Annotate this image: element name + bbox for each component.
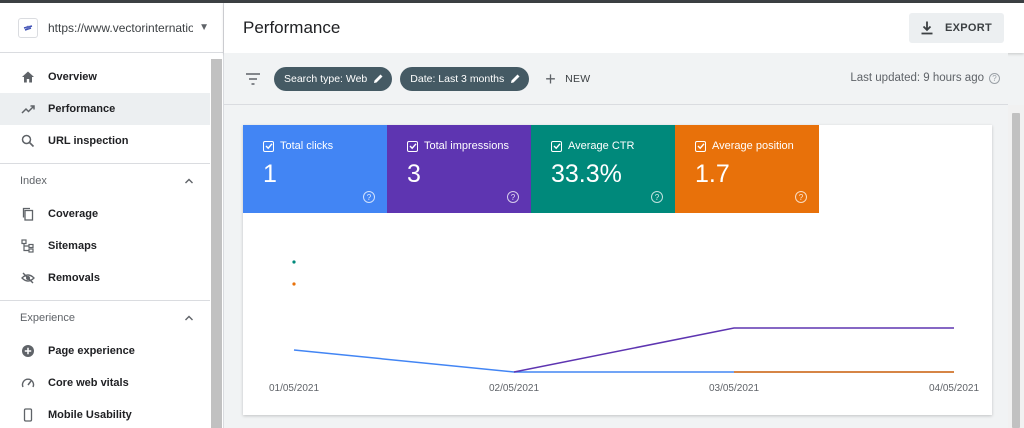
x-tick-label: 04/05/2021 — [929, 383, 979, 394]
checkbox-icon[interactable] — [551, 140, 562, 152]
export-label: EXPORT — [944, 22, 992, 34]
add-circle-icon — [20, 343, 36, 359]
search-icon — [20, 133, 36, 149]
x-tick-label: 03/05/2021 — [709, 383, 759, 394]
sidebar-scrollbar[interactable] — [211, 59, 222, 428]
date-chip[interactable]: Date: Last 3 months — [400, 66, 530, 91]
performance-card: Total clicks 1 ? Total impressions 3 ? A… — [243, 125, 992, 415]
help-icon[interactable]: ? — [989, 72, 1000, 84]
checkbox-icon[interactable] — [695, 140, 706, 152]
phone-icon — [20, 407, 36, 423]
sidebar-item-overview[interactable]: Overview — [0, 61, 210, 93]
page-title: Performance — [243, 18, 341, 37]
filter-icon[interactable] — [244, 70, 262, 88]
site-favicon-icon — [18, 17, 38, 38]
metric-label: Average position — [712, 140, 794, 152]
edit-icon[interactable] — [373, 73, 384, 84]
copy-icon — [20, 206, 36, 222]
page-header: Performance EXPORT — [224, 3, 1024, 53]
home-icon — [20, 69, 36, 85]
chip-label: Search type: Web — [284, 72, 368, 85]
sidebar-item-page-experience[interactable]: Page experience — [0, 335, 210, 367]
main-scrollbar[interactable] — [1008, 105, 1024, 428]
sidebar-item-removals[interactable]: Removals — [0, 262, 210, 294]
series-line — [293, 349, 954, 373]
divider — [0, 163, 210, 164]
metric-label: Total clicks — [280, 140, 334, 152]
sidebar-item-mobile-usability[interactable]: Mobile Usability — [0, 399, 210, 428]
section-experience-header[interactable]: Experience — [0, 301, 210, 335]
eye-off-icon — [20, 270, 36, 286]
sidebar-item-url-inspection[interactable]: URL inspection — [0, 125, 210, 157]
sidebar-item-sitemaps[interactable]: Sitemaps — [0, 230, 210, 262]
property-selector[interactable]: https://www.vectorinternatio... ▼ — [0, 3, 223, 53]
sidebar-item-label: Performance — [48, 103, 116, 115]
help-icon[interactable]: ? — [507, 191, 519, 203]
new-label: NEW — [565, 72, 591, 85]
sidebar-item-coverage[interactable]: Coverage — [0, 198, 210, 230]
checkbox-icon[interactable] — [263, 140, 274, 152]
metric-average-position[interactable]: Average position 1.7 ? — [675, 125, 819, 213]
edit-icon[interactable] — [510, 73, 521, 84]
performance-chart[interactable]: 01/05/2021 02/05/2021 03/05/2021 04/05/2021 — [243, 213, 992, 415]
sidebar-item-label: Core web vitals — [48, 377, 129, 389]
sidebar-item-label: URL inspection — [48, 135, 129, 147]
divider — [0, 300, 210, 301]
section-label: Index — [20, 175, 47, 187]
metric-value: 3 — [407, 160, 421, 188]
top-strip — [0, 0, 1024, 3]
metric-value: 1.7 — [695, 160, 730, 188]
metric-value: 33.3% — [551, 160, 622, 188]
main-scrollbar-thumb[interactable] — [1012, 113, 1020, 428]
search-type-chip[interactable]: Search type: Web — [274, 66, 393, 91]
sidebar-item-label: Sitemaps — [48, 240, 97, 252]
plus-icon: + — [545, 68, 557, 89]
metric-total-impressions[interactable]: Total impressions 3 ? — [387, 125, 531, 213]
trending-up-icon — [20, 101, 36, 117]
export-button[interactable]: EXPORT — [908, 13, 1004, 43]
sidebar-item-label: Overview — [48, 71, 97, 83]
sidebar-item-label: Mobile Usability — [48, 409, 132, 421]
sidebar-item-label: Page experience — [48, 345, 135, 357]
checkbox-icon[interactable] — [407, 140, 418, 152]
metric-tiles: Total clicks 1 ? Total impressions 3 ? A… — [243, 125, 992, 213]
metric-label: Average CTR — [568, 140, 635, 152]
help-icon[interactable]: ? — [651, 191, 663, 203]
section-index-header[interactable]: Index — [0, 164, 210, 198]
chevron-down-icon[interactable]: ▼ — [199, 22, 209, 33]
filter-bar: Search type: Web Date: Last 3 months + N… — [224, 53, 1008, 105]
series-line — [513, 327, 954, 373]
x-tick-label: 01/05/2021 — [269, 383, 319, 394]
metric-total-clicks[interactable]: Total clicks 1 ? — [243, 125, 387, 213]
chip-label: Date: Last 3 months — [410, 72, 505, 85]
help-icon[interactable]: ? — [795, 191, 807, 203]
x-tick-label: 02/05/2021 — [489, 383, 539, 394]
metric-label: Total impressions — [424, 140, 509, 152]
metric-value: 1 — [263, 160, 277, 188]
series-point — [292, 282, 296, 286]
sidebar-item-label: Coverage — [48, 208, 99, 220]
property-url: https://www.vectorinternatio... — [48, 20, 194, 35]
speed-icon — [20, 375, 36, 391]
metric-average-ctr[interactable]: Average CTR 33.3% ? — [531, 125, 675, 213]
sidebar-item-core-web-vitals[interactable]: Core web vitals — [0, 367, 210, 399]
sidebar-item-performance[interactable]: Performance — [0, 93, 210, 125]
sitemap-icon — [20, 238, 36, 254]
section-label: Experience — [20, 312, 76, 324]
help-icon[interactable]: ? — [363, 191, 375, 203]
last-updated-text: Last updated: 9 hours ago — [850, 72, 984, 84]
sidebar-scrollbar-thumb[interactable] — [211, 59, 222, 428]
last-updated: Last updated: 9 hours ago ? — [850, 72, 1000, 84]
sidebar: https://www.vectorinternatio... ▼ Overvi… — [0, 3, 224, 428]
sidebar-nav: Overview Performance URL inspection Inde… — [0, 61, 210, 428]
series-point — [292, 260, 296, 264]
chevron-up-icon — [185, 178, 193, 184]
sidebar-item-label: Removals — [48, 272, 100, 284]
download-icon — [921, 21, 933, 35]
new-filter-button[interactable]: + NEW — [545, 70, 590, 88]
chevron-up-icon — [185, 315, 193, 321]
